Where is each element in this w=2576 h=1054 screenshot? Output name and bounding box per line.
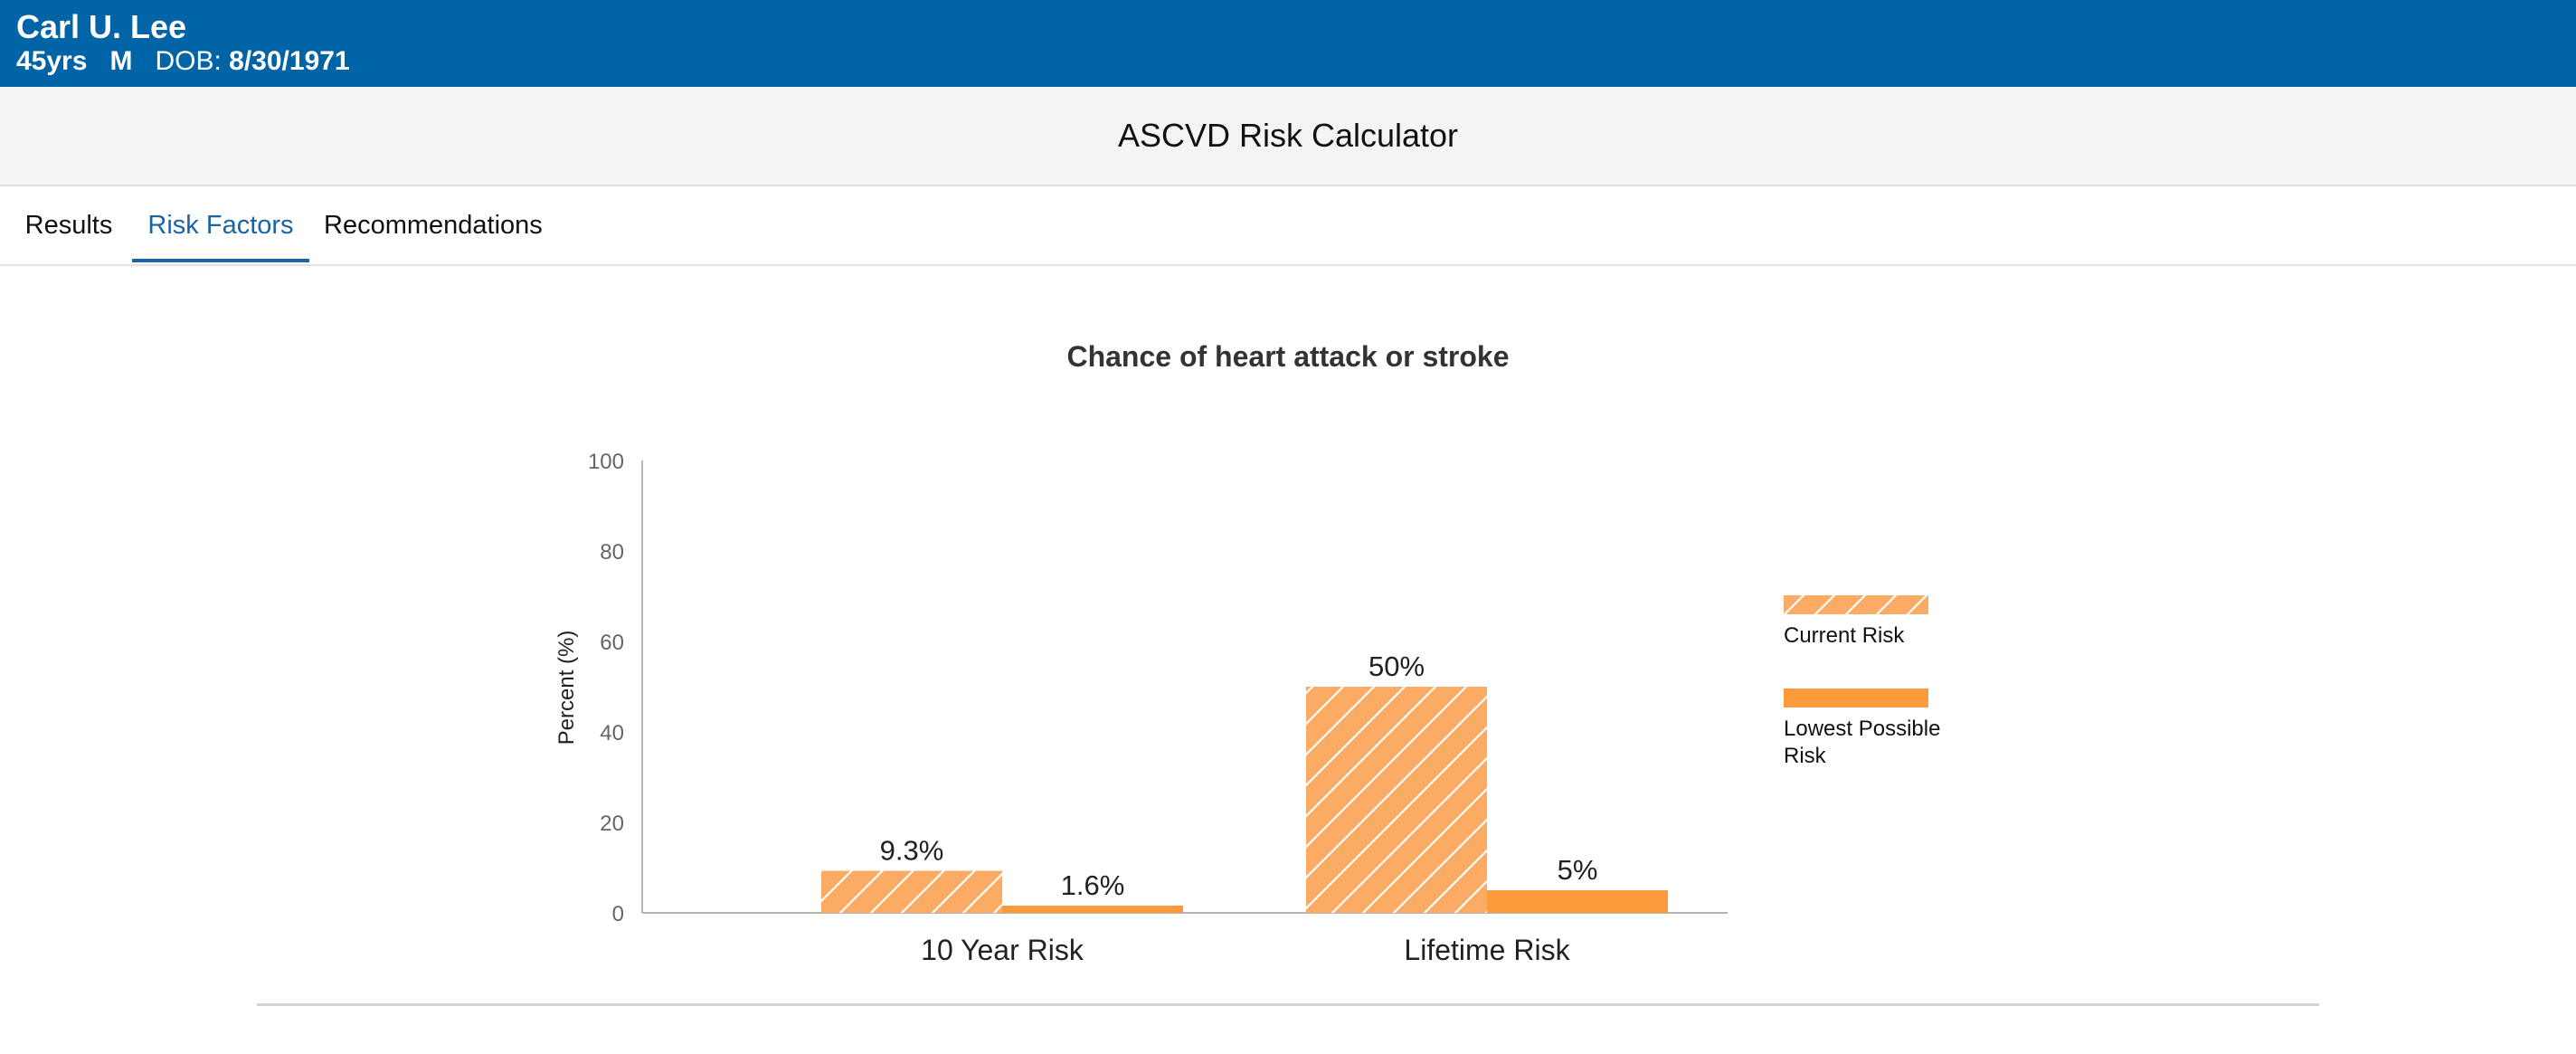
- patient-name: Carl U. Lee: [16, 8, 187, 45]
- bar-lowest-1: [1487, 890, 1668, 913]
- chart-title: Chance of heart attack or stroke: [1066, 340, 1510, 373]
- tab-results[interactable]: Results: [24, 211, 113, 240]
- legend-swatch-lowest: [1784, 688, 1928, 707]
- legend-label: Current Risk: [1784, 623, 1905, 648]
- y-tick-label: 80: [600, 540, 624, 565]
- bar-current-1: [1306, 687, 1487, 913]
- y-axis-title: Percent (%): [554, 631, 579, 745]
- y-tick-label: 60: [600, 631, 624, 655]
- tab-risk-factors[interactable]: Risk Factors: [132, 186, 309, 262]
- data-label: 9.3%: [880, 835, 944, 867]
- patient-dob: 8/30/1971: [229, 46, 350, 76]
- y-tick-label: 0: [612, 902, 624, 926]
- patient-dob-label: DOB:: [155, 46, 222, 76]
- data-label: 50%: [1368, 650, 1425, 682]
- data-label: 5%: [1558, 854, 1598, 886]
- tab-recommendations[interactable]: Recommendations: [324, 211, 543, 240]
- patient-age: 45yrs: [16, 46, 88, 76]
- x-tick-label: Lifetime Risk: [1404, 934, 1570, 966]
- page-title: ASCVD Risk Calculator: [1117, 117, 1459, 154]
- y-tick-label: 20: [600, 812, 624, 836]
- data-label: 1.6%: [1061, 869, 1125, 901]
- patient-sex: M: [109, 46, 133, 76]
- tab-bar: Results Risk Factors Recommendations: [0, 186, 2576, 266]
- legend-label: Lowest Possible: [1784, 717, 1940, 741]
- section-divider: [257, 1003, 2319, 1006]
- patient-banner: Carl U. Lee 45yrs M DOB: 8/30/1971: [0, 0, 2576, 87]
- legend-label: Risk: [1784, 744, 1827, 768]
- y-tick-label: 100: [588, 450, 624, 474]
- title-bar: ASCVD Risk Calculator: [0, 87, 2576, 186]
- bar-current-0: [821, 870, 1002, 913]
- y-tick-label: 40: [600, 721, 624, 745]
- legend-swatch-current: [1784, 595, 1928, 614]
- patient-meta: 45yrs M DOB: 8/30/1971: [16, 43, 350, 80]
- bar-lowest-0: [1002, 906, 1183, 913]
- x-tick-label: 10 Year Risk: [921, 934, 1084, 966]
